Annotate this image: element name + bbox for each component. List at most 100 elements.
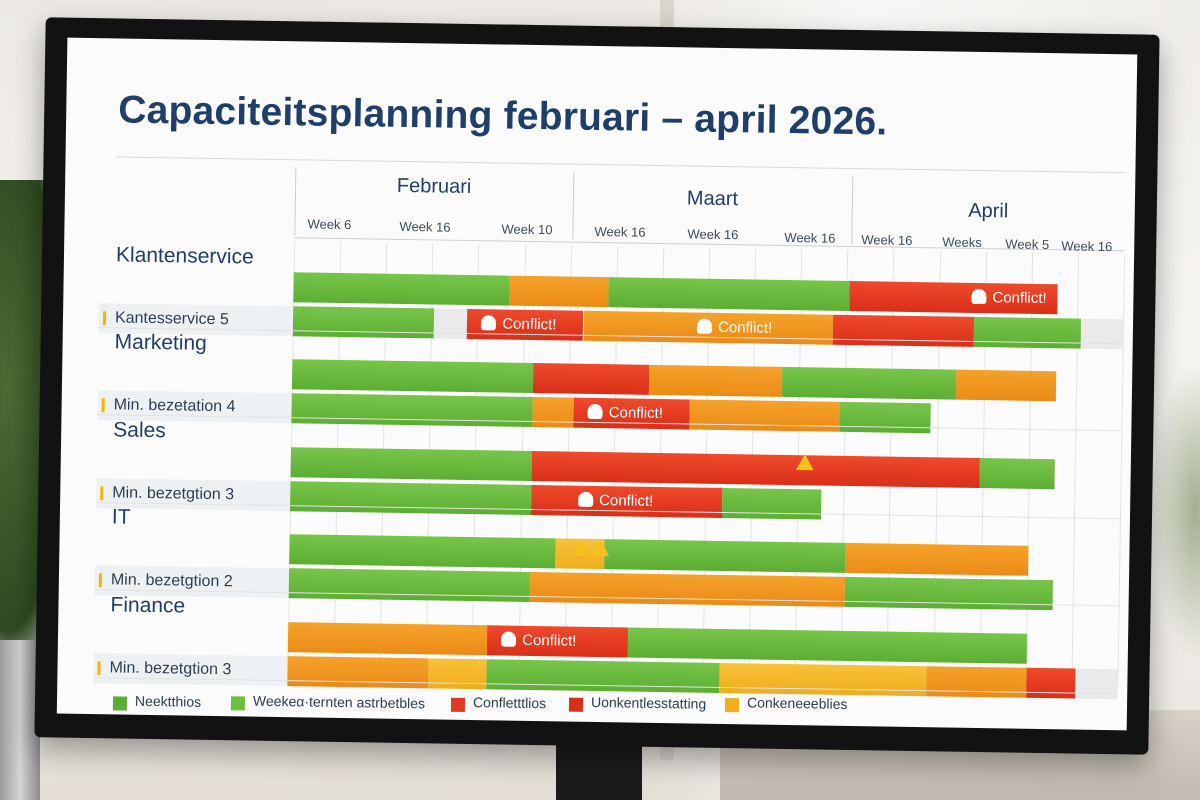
min-staffing-text: Min. bezetgtion 3 [112, 484, 235, 504]
capacity-bar-green[interactable] [973, 316, 1082, 349]
capacity-bar-red[interactable] [531, 450, 980, 489]
capacity-bar-orange[interactable] [287, 622, 488, 656]
team-name[interactable]: Sales [113, 418, 166, 443]
capacity-bar-green[interactable] [486, 659, 720, 693]
capacity-bar-green[interactable] [292, 306, 435, 339]
capacity-bar-green[interactable] [291, 359, 534, 393]
min-staffing-text: Min. bezetgtion 3 [109, 659, 232, 679]
capacity-bar-orange[interactable] [529, 571, 846, 607]
capacity-bar-orange[interactable] [532, 396, 575, 428]
background-plant-right [1150, 360, 1200, 660]
capacity-bar-green[interactable] [844, 576, 1053, 611]
min-staffing-text: Min. bezetation 4 [113, 396, 236, 416]
min-staffing-text: Min. bezetgtion 2 [110, 571, 233, 591]
title-divider [115, 156, 1126, 174]
capacity-bar-green[interactable] [979, 458, 1055, 490]
legend-label: Weekeα·ternten astrbetbles [252, 692, 426, 712]
conflict-badge[interactable]: Conflict! [971, 283, 1047, 314]
min-staffing-marker [101, 398, 105, 413]
capacity-bar-gray[interactable] [1075, 668, 1118, 700]
capacity-bar-green[interactable] [608, 277, 850, 311]
month-header-februari: Februari [396, 174, 472, 199]
conflict-label: Conflict! [502, 315, 557, 334]
team-name[interactable]: Marketing [114, 330, 208, 355]
warning-icon [481, 315, 497, 331]
capacity-bar-green[interactable] [781, 366, 957, 400]
min-staffing-marker [102, 311, 107, 326]
warning-icon [971, 288, 987, 305]
min-staffing-marker [100, 486, 104, 501]
legend-label: Uonkentlesstatting [590, 693, 707, 712]
week-header[interactable]: Week 6 [307, 216, 352, 233]
capacity-bar-orange[interactable] [648, 364, 783, 397]
month-header-april: April [968, 199, 1009, 223]
legend-swatch [112, 696, 128, 711]
legend-label: Confletttlios [472, 694, 547, 712]
warning-icon [587, 403, 603, 420]
legend-swatch [450, 697, 466, 712]
capacity-bar-orange[interactable] [926, 666, 1027, 698]
week-header[interactable]: Week 5 [1005, 236, 1050, 253]
legend-label: Neektthios [134, 692, 202, 710]
week-header[interactable]: Week 16 [784, 229, 836, 246]
capacity-bar-yellow[interactable] [428, 658, 487, 690]
week-header[interactable]: Week 16 [1061, 238, 1113, 255]
background-vase [0, 640, 40, 800]
capacity-bar-green[interactable] [290, 447, 532, 481]
capacity-bar-gray[interactable] [433, 308, 468, 339]
min-staffing-text: Kantesservice 5 [114, 309, 229, 329]
conflict-badge[interactable]: Conflict! [696, 313, 773, 344]
capacity-bar-orange[interactable] [955, 369, 1056, 402]
capacity-bar-green[interactable] [293, 272, 510, 306]
capacity-bar-red[interactable] [1025, 667, 1077, 699]
capacity-bar-green[interactable] [288, 568, 530, 602]
conflict-badge[interactable]: Conflict! [501, 626, 577, 657]
conflict-badge[interactable]: Conflict! [481, 309, 557, 340]
planning-screen: Capaciteitsplanning februari – april 202… [56, 37, 1138, 731]
week-header[interactable]: Week 16 [687, 226, 739, 243]
capacity-bar-red[interactable] [832, 314, 974, 347]
conflict-label: Conflict! [717, 318, 773, 337]
team-name[interactable]: IT [111, 505, 131, 529]
week-header[interactable]: Week 16 [594, 223, 646, 240]
conflict-label: Conflict! [522, 631, 577, 650]
capacity-bar-orange[interactable] [845, 542, 1029, 576]
capacity-bar-orange[interactable] [509, 275, 610, 308]
capacity-bar-gray[interactable] [1081, 318, 1124, 350]
capacity-bar-green[interactable] [289, 481, 532, 515]
conflict-label: Conflict! [598, 492, 654, 510]
capacity-bar-green[interactable] [291, 393, 533, 427]
warning-icon [696, 318, 713, 334]
capacity-bar-green[interactable] [628, 627, 1027, 664]
legend-swatch [724, 698, 740, 713]
capacity-bar-red[interactable] [532, 362, 650, 395]
warning-icon [577, 491, 594, 507]
legend-swatch [568, 697, 584, 712]
min-staffing-label: Min. bezetgtion 3 [93, 653, 288, 687]
capacity-bar-green[interactable] [289, 534, 556, 569]
capacity-bar-green[interactable] [839, 401, 931, 434]
week-header[interactable]: Week 16 [861, 232, 913, 248]
team-name[interactable]: Finance [110, 593, 186, 618]
monitor: Capaciteitsplanning februari – april 202… [34, 17, 1160, 755]
conflict-label: Conflict! [608, 404, 664, 423]
capacity-bar-orange[interactable] [689, 399, 840, 432]
month-divider [294, 167, 297, 236]
capacity-bar-orange[interactable] [287, 656, 429, 689]
team-name[interactable]: Klantenservice [115, 243, 254, 269]
week-header[interactable]: Week 10 [501, 221, 553, 238]
conflict-badge[interactable]: Conflict! [587, 398, 664, 429]
conflict-badge[interactable]: Conflict! [577, 486, 654, 517]
capacity-bar-green[interactable] [604, 539, 846, 573]
min-staffing-marker [97, 661, 101, 676]
conflict-label: Conflict! [992, 289, 1047, 308]
month-header-maart: Maart [686, 187, 739, 211]
capacity-bar-yellow[interactable] [718, 662, 927, 697]
page-title: Capaciteitsplanning februari – april 202… [117, 88, 888, 144]
week-header[interactable]: Week 16 [399, 218, 451, 235]
warning-icon [501, 631, 517, 647]
min-staffing-marker [98, 573, 102, 588]
week-header[interactable]: Weeks [942, 234, 982, 251]
legend-swatch [230, 696, 246, 711]
capacity-bar-green[interactable] [721, 487, 822, 520]
